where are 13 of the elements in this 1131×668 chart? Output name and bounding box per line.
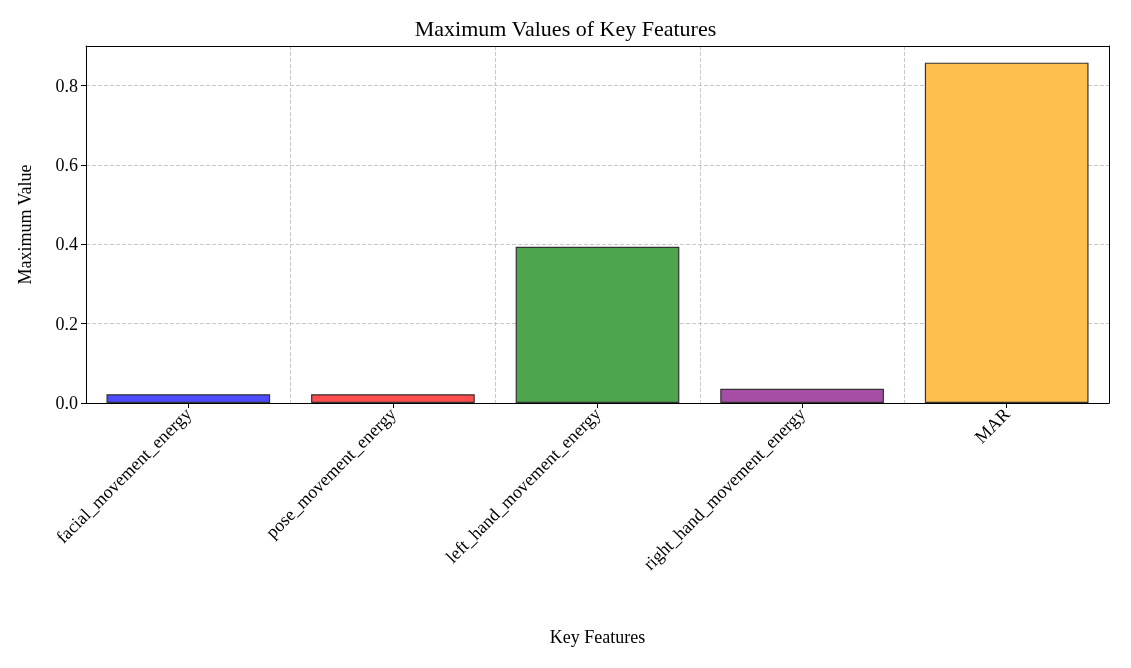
chart-title: Maximum Values of Key Features [414,15,717,41]
y-axis-title: Maximum Value [15,164,35,285]
bar [720,388,884,403]
y-tick-label: 0.4 [55,234,78,255]
y-tick-label: 0.8 [55,75,78,96]
bar [106,394,271,403]
x-axis-title: Key Features [549,627,646,647]
y-tick-label: 0.2 [55,313,78,334]
bar [311,394,475,403]
bar [924,62,1089,403]
y-tick-label: 0.0 [55,393,78,413]
bar [515,246,680,403]
y-tick-label: 0.6 [55,155,78,175]
